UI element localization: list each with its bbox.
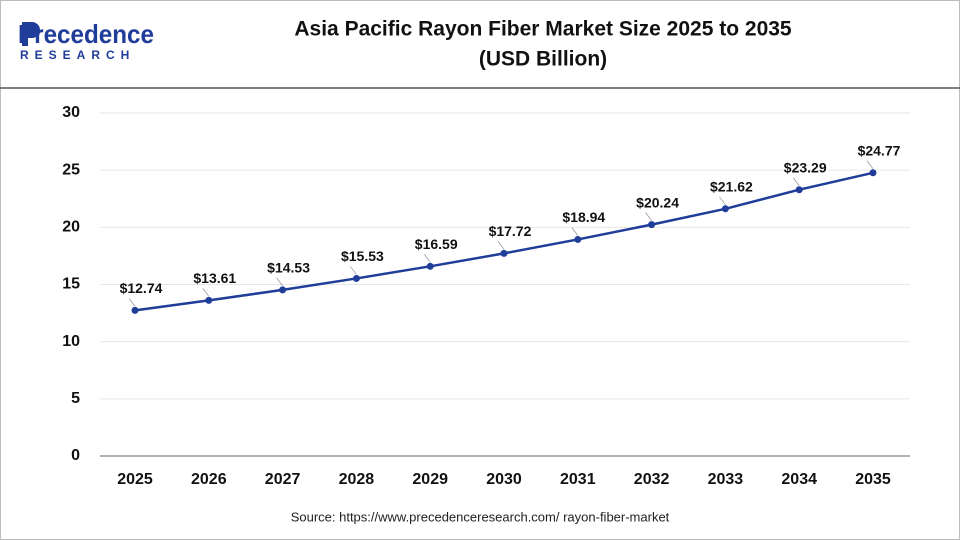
y-tick-label: 15 (62, 276, 80, 293)
y-tick-label: 0 (71, 447, 80, 464)
leader-line (202, 288, 210, 297)
x-tick-label: 2026 (191, 471, 227, 488)
logo-name: Precedence (18, 19, 154, 49)
source: Source: https://www.precedenceresearch.c… (291, 509, 670, 524)
y-tick-label: 25 (62, 161, 80, 178)
x-tick-label: 2033 (708, 471, 744, 488)
logo-tagline: RESEARCH (20, 48, 135, 62)
point (131, 306, 139, 314)
data-label: $14.53 (267, 260, 310, 276)
x-tick-label: 2029 (412, 471, 448, 488)
x-tick-label: 2027 (265, 471, 301, 488)
leader-line (128, 298, 136, 307)
x-tick-label: 2025 (117, 471, 153, 488)
y-tick-label: 30 (62, 104, 80, 121)
logo-mark (22, 22, 40, 46)
data-label: $21.62 (710, 179, 753, 195)
point (352, 274, 360, 282)
point (574, 235, 582, 243)
y-tick-label: 10 (62, 333, 80, 350)
data-label: $23.29 (784, 159, 827, 175)
data-label: $16.59 (415, 236, 458, 252)
x-tick-label: 2032 (634, 471, 670, 488)
data-label: $13.61 (193, 270, 236, 286)
x-tick-label: 2030 (486, 471, 522, 488)
leader-line (423, 254, 431, 263)
leader-line (866, 160, 874, 170)
x-tick-label: 2028 (339, 471, 375, 488)
point (721, 205, 729, 213)
data-label: $12.74 (120, 280, 163, 296)
x-tick-label: 2034 (781, 471, 817, 488)
data-label: $15.53 (341, 248, 384, 264)
leader-line (497, 241, 505, 250)
leader-line (276, 277, 283, 287)
data-label: $18.94 (562, 209, 605, 225)
point (205, 296, 213, 304)
y-tick-label: 5 (71, 390, 80, 407)
leader-line (571, 227, 579, 236)
y-tick-label: 20 (62, 219, 80, 236)
leader-line (792, 177, 800, 186)
x-tick-label: 2031 (560, 471, 596, 488)
point (279, 286, 287, 294)
x-tick-label: 2035 (855, 471, 891, 488)
leader-line (645, 212, 652, 221)
data-label: $20.24 (636, 194, 679, 210)
point (795, 186, 803, 194)
logo: Precedence RESEARCH (18, 19, 154, 62)
data-label: $17.72 (489, 223, 532, 239)
chart-title: (USD Billion) (479, 48, 607, 71)
point (500, 249, 508, 257)
leader-line (350, 266, 357, 275)
data-label: $24.77 (858, 142, 901, 158)
point (648, 221, 656, 229)
point (426, 262, 434, 270)
point (869, 169, 877, 177)
leader-line (719, 196, 726, 206)
chart-title: Asia Pacific Rayon Fiber Market Size 202… (294, 18, 792, 41)
